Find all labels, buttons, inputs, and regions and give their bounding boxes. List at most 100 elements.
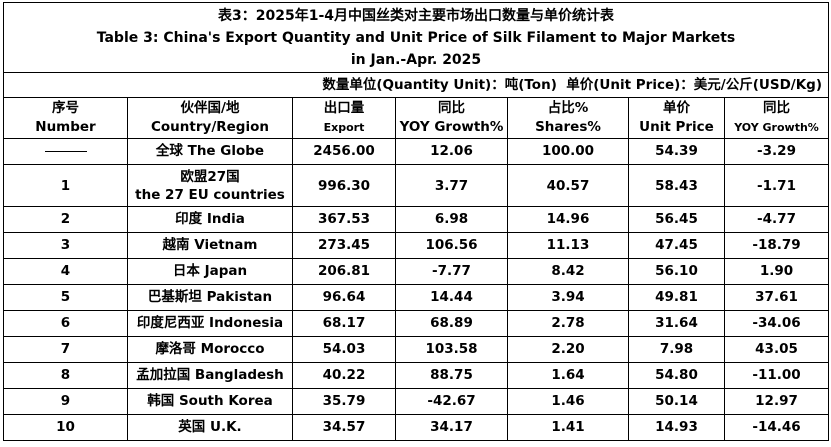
table-row: 3 越南 Vietnam 273.45 106.56 11.13 47.45 -… bbox=[3, 232, 830, 259]
cell-country-line2: the 27 EU countries bbox=[135, 186, 285, 203]
cell-yoy: 6.98 bbox=[395, 206, 508, 233]
cell-share: 40.57 bbox=[507, 164, 629, 207]
cell-country: 全球 The Globe bbox=[127, 138, 293, 165]
table-row: 4 日本 Japan 206.81 -7.77 8.42 56.10 1.90 bbox=[3, 258, 830, 285]
cell-share: 11.13 bbox=[507, 232, 629, 259]
table-row: 5 巴基斯坦 Pakistan 96.64 14.44 3.94 49.81 3… bbox=[3, 284, 830, 311]
cell-share: 1.46 bbox=[507, 388, 629, 415]
title-zh: 表3：2025年1-4月中国丝类对主要市场出口数量与单价统计表 bbox=[218, 7, 614, 24]
cell-price: 54.80 bbox=[628, 362, 725, 389]
cell-price: 56.10 bbox=[628, 258, 725, 285]
cell-yoy: 12.06 bbox=[395, 138, 508, 165]
table-row: 6 印度尼西亚 Indonesia 68.17 68.89 2.78 31.64… bbox=[3, 310, 830, 337]
cell-country: 日本 Japan bbox=[127, 258, 293, 285]
cell-yoy: -7.77 bbox=[395, 258, 508, 285]
cell-share: 100.00 bbox=[507, 138, 629, 165]
dash-mark bbox=[44, 150, 87, 152]
cell-country: 摩洛哥 Morocco bbox=[127, 336, 293, 363]
cell-export: 367.53 bbox=[292, 206, 396, 233]
cell-export: 206.81 bbox=[292, 258, 396, 285]
cell-export: 996.30 bbox=[292, 164, 396, 207]
cell-export: 40.22 bbox=[292, 362, 396, 389]
cell-country: 印度 India bbox=[127, 206, 293, 233]
cell-number: 3 bbox=[3, 232, 128, 259]
cell-yoy: 106.56 bbox=[395, 232, 508, 259]
cell-price-yoy: -1.71 bbox=[723, 164, 830, 207]
cell-price-yoy: 1.90 bbox=[723, 258, 830, 285]
header-price-zh: 单价 bbox=[663, 100, 690, 116]
cell-price-yoy: -14.46 bbox=[723, 414, 830, 441]
cell-number: 1 bbox=[3, 164, 128, 207]
cell-price-yoy: 37.61 bbox=[723, 284, 830, 311]
cell-number: 6 bbox=[3, 310, 128, 337]
cell-country: 韩国 South Korea bbox=[127, 388, 293, 415]
cell-country: 印度尼西亚 Indonesia bbox=[127, 310, 293, 337]
cell-share: 3.94 bbox=[507, 284, 629, 311]
cell-price-yoy: -34.06 bbox=[723, 310, 830, 337]
cell-number: 2 bbox=[3, 206, 128, 233]
header-price-en: Unit Price bbox=[639, 119, 714, 135]
table-row: 1 欧盟27国 the 27 EU countries 996.30 3.77 … bbox=[3, 164, 830, 207]
cell-price: 7.98 bbox=[628, 336, 725, 363]
header-country: 伙伴国/地 Country/Region bbox=[127, 97, 293, 139]
cell-share: 1.41 bbox=[507, 414, 629, 441]
cell-export: 68.17 bbox=[292, 310, 396, 337]
header-country-zh: 伙伴国/地 bbox=[180, 100, 240, 116]
cell-country: 欧盟27国 the 27 EU countries bbox=[127, 164, 293, 207]
cell-price-yoy: -18.79 bbox=[723, 232, 830, 259]
header-country-en: Country/Region bbox=[151, 119, 269, 135]
header-price-yoy-en: YOY Growth% bbox=[734, 121, 819, 134]
cell-yoy: 3.77 bbox=[395, 164, 508, 207]
cell-yoy: 103.58 bbox=[395, 336, 508, 363]
cell-export: 2456.00 bbox=[292, 138, 396, 165]
cell-price-yoy: 12.97 bbox=[723, 388, 830, 415]
header-yoy: 同比 YOY Growth% bbox=[395, 97, 508, 139]
title-en-line1: Table 3: China's Export Quantity and Uni… bbox=[96, 29, 736, 46]
cell-price: 14.93 bbox=[628, 414, 725, 441]
header-shares-zh: 占比% bbox=[547, 100, 589, 116]
cell-export: 34.57 bbox=[292, 414, 396, 441]
cell-price-yoy: -4.77 bbox=[723, 206, 830, 233]
cell-country-line1: 欧盟27国 bbox=[180, 168, 240, 185]
header-export-en: Export bbox=[323, 121, 365, 134]
units-note: 数量单位(Quantity Unit)：吨(Ton) 单价(Unit Price… bbox=[2, 72, 830, 98]
header-shares: 占比% Shares% bbox=[507, 97, 629, 139]
cell-country: 巴基斯坦 Pakistan bbox=[127, 284, 293, 311]
cell-price-yoy: 43.05 bbox=[723, 336, 830, 363]
cell-share: 8.42 bbox=[507, 258, 629, 285]
table-row: 8 孟加拉国 Bangladesh 40.22 88.75 1.64 54.80… bbox=[3, 362, 830, 389]
cell-price-yoy: -3.29 bbox=[723, 138, 830, 165]
header-shares-en: Shares% bbox=[535, 119, 601, 135]
header-yoy-zh: 同比 bbox=[438, 100, 465, 116]
cell-number: 9 bbox=[3, 388, 128, 415]
cell-number: 7 bbox=[3, 336, 128, 363]
table-row: 全球 The Globe 2456.00 12.06 100.00 54.39 … bbox=[3, 138, 830, 165]
cell-price: 58.43 bbox=[628, 164, 725, 207]
header-export-zh: 出口量 bbox=[323, 100, 365, 116]
cell-yoy: 14.44 bbox=[395, 284, 508, 311]
cell-price: 47.45 bbox=[628, 232, 725, 259]
table-title: 表3：2025年1-4月中国丝类对主要市场出口数量与单价统计表 Table 3:… bbox=[2, 2, 830, 73]
header-unit-price: 单价 Unit Price bbox=[628, 97, 725, 139]
cell-price: 54.39 bbox=[628, 138, 725, 165]
table-row: 2 印度 India 367.53 6.98 14.96 56.45 -4.77 bbox=[3, 206, 830, 233]
header-export: 出口量 Export bbox=[292, 97, 396, 139]
cell-price: 31.64 bbox=[628, 310, 725, 337]
cell-export: 273.45 bbox=[292, 232, 396, 259]
cell-yoy: 88.75 bbox=[395, 362, 508, 389]
header-price-yoy: 同比 YOY Growth% bbox=[723, 97, 830, 139]
export-table: 表3：2025年1-4月中国丝类对主要市场出口数量与单价统计表 Table 3:… bbox=[2, 2, 830, 441]
cell-yoy: 68.89 bbox=[395, 310, 508, 337]
cell-share: 1.64 bbox=[507, 362, 629, 389]
cell-yoy: -42.67 bbox=[395, 388, 508, 415]
cell-country: 英国 U.K. bbox=[127, 414, 293, 441]
cell-number bbox=[3, 138, 128, 165]
cell-share: 2.20 bbox=[507, 336, 629, 363]
cell-export: 96.64 bbox=[292, 284, 396, 311]
table-row: 7 摩洛哥 Morocco 54.03 103.58 2.20 7.98 43.… bbox=[3, 336, 830, 363]
table-row: 9 韩国 South Korea 35.79 -42.67 1.46 50.14… bbox=[3, 388, 830, 415]
header-number-zh: 序号 bbox=[52, 100, 79, 116]
cell-yoy: 34.17 bbox=[395, 414, 508, 441]
cell-country: 越南 Vietnam bbox=[127, 232, 293, 259]
